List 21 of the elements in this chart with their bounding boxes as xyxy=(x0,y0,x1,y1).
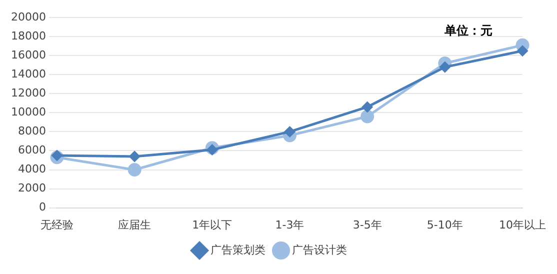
y-tick-label: 18000 xyxy=(10,29,46,42)
y-tick-label: 2000 xyxy=(18,182,46,195)
annotation: 单位：元 xyxy=(444,24,492,38)
legend-label: 广告设计类 xyxy=(292,243,347,256)
y-tick-label: 20000 xyxy=(10,10,46,24)
legend-label: 广告策划类 xyxy=(210,243,266,256)
x-tick-label: 1年以下 xyxy=(192,218,232,232)
x-tick-label: 3-5年 xyxy=(352,218,382,232)
y-tick-label: 0 xyxy=(38,200,46,214)
x-tick-label: 5-10年 xyxy=(426,218,463,232)
x-tick-label: 10年以上 xyxy=(499,218,546,232)
y-tick-label: 12000 xyxy=(10,86,46,100)
y-tick-label: 14000 xyxy=(10,68,46,81)
y-tick-label: 8000 xyxy=(18,124,46,138)
x-tick-label: 无经验 xyxy=(40,218,74,232)
y-tick-label: 16000 xyxy=(10,48,46,62)
x-tick-label: 应届生 xyxy=(118,218,152,232)
y-tick-label: 6000 xyxy=(18,144,46,157)
y-tick-label: 4000 xyxy=(18,162,46,176)
y-tick-label: 10000 xyxy=(10,106,46,119)
x-tick-label: 1-3年 xyxy=(275,218,304,232)
